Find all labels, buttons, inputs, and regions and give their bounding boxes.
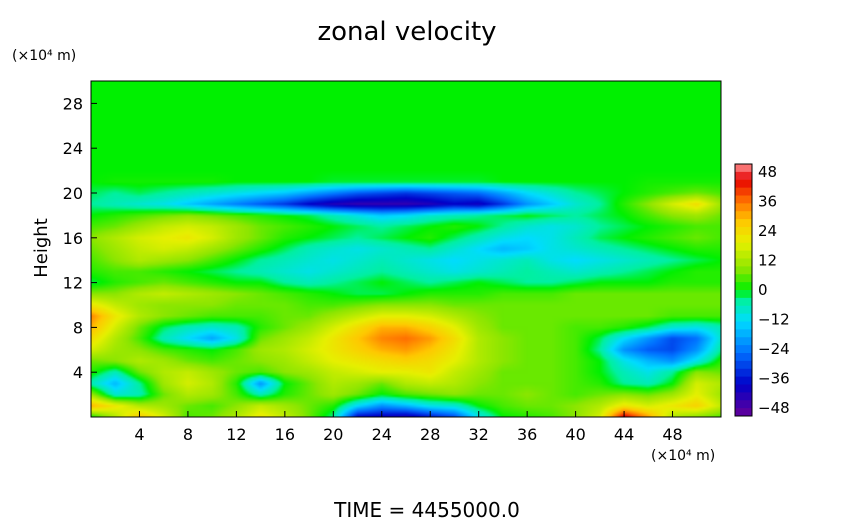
chart-title: zonal velocity xyxy=(317,17,496,47)
colorbar-band xyxy=(735,290,752,299)
colorbar-band xyxy=(735,360,752,370)
colorbar-tick-label: −48 xyxy=(758,399,790,417)
colorbar-band xyxy=(735,408,752,417)
x-tick-label: 8 xyxy=(183,425,193,444)
y-axis-unit: (×10⁴ m) xyxy=(12,48,76,64)
colorbar-band xyxy=(735,250,752,259)
colorbar-tick-label: 12 xyxy=(758,252,777,270)
colorbar-tick-label: −24 xyxy=(758,340,790,358)
colorbar-tick-label: −12 xyxy=(758,311,790,329)
y-tick-label: 16 xyxy=(63,229,83,248)
y-tick-label: 4 xyxy=(73,363,83,382)
colorbar-tick-label: 48 xyxy=(758,163,777,181)
x-tick-label: 16 xyxy=(275,425,295,444)
colorbar-bands xyxy=(735,164,752,417)
colorbar-band xyxy=(735,392,752,401)
colorbar-band xyxy=(735,164,752,173)
colorbar-band xyxy=(735,321,752,330)
colorbar-band xyxy=(735,274,752,283)
colorbar: 48 36 24 12 0 −12 −24 −36 −48 xyxy=(734,163,790,417)
colorbar-band xyxy=(735,384,752,393)
colorbar-band xyxy=(735,234,752,244)
x-tick-label: 4 xyxy=(134,425,144,444)
plot-area xyxy=(90,80,722,418)
x-tick-label: 12 xyxy=(226,425,246,444)
colorbar-band xyxy=(735,187,752,196)
colorbar-band xyxy=(735,211,752,220)
colorbar-tick-label: −36 xyxy=(758,370,790,388)
colorbar-band xyxy=(735,219,752,228)
colorbar-band xyxy=(735,282,752,291)
x-axis-ticks: 4 8 12 16 20 24 28 32 36 40 44 48 xyxy=(134,411,683,444)
colorbar-band xyxy=(735,400,752,409)
colorbar-band xyxy=(735,203,752,212)
y-tick-label: 20 xyxy=(63,184,83,203)
y-axis-label: Height xyxy=(31,218,52,278)
colorbar-band xyxy=(735,368,752,378)
y-axis-ticks: 4 8 12 16 20 24 28 xyxy=(63,94,97,382)
y-tick-label: 12 xyxy=(63,274,83,293)
plot-frame xyxy=(90,80,722,418)
colorbar-band xyxy=(735,171,752,181)
colorbar-band xyxy=(735,297,752,307)
x-tick-label: 44 xyxy=(614,425,634,444)
colorbar-band xyxy=(735,179,752,189)
x-tick-label: 32 xyxy=(469,425,489,444)
colorbar-band xyxy=(735,353,752,362)
colorbar-tick-label: 36 xyxy=(758,193,777,211)
colorbar-band xyxy=(735,313,752,322)
colorbar-tick-label: 24 xyxy=(758,222,777,240)
velocity-heatmap xyxy=(91,81,721,417)
y-tick-label: 8 xyxy=(73,318,83,337)
colorbar-band xyxy=(735,345,752,354)
colorbar-band xyxy=(735,195,752,204)
x-tick-label: 40 xyxy=(565,425,585,444)
x-tick-label: 24 xyxy=(372,425,392,444)
colorbar-band xyxy=(735,376,752,385)
colorbar-labels: 48 36 24 12 0 −12 −24 −36 −48 xyxy=(758,163,790,417)
x-tick-label: 36 xyxy=(517,425,537,444)
colorbar-band xyxy=(735,329,752,338)
x-tick-label: 48 xyxy=(662,425,682,444)
y-tick-label: 28 xyxy=(63,94,83,113)
colorbar-band xyxy=(735,266,752,275)
colorbar-band xyxy=(735,242,752,252)
colorbar-band xyxy=(735,305,752,315)
y-tick-label: 24 xyxy=(63,139,83,158)
x-axis-unit: (×10⁴ m) xyxy=(651,448,715,464)
time-label: TIME = 4455000.0 xyxy=(333,498,520,519)
colorbar-band xyxy=(735,258,752,267)
colorbar-tick-label: 0 xyxy=(758,281,768,299)
colorbar-band xyxy=(735,227,752,236)
x-tick-label: 20 xyxy=(323,425,343,444)
colorbar-frame xyxy=(734,163,753,417)
colorbar-band xyxy=(735,337,752,346)
x-tick-label: 28 xyxy=(420,425,440,444)
